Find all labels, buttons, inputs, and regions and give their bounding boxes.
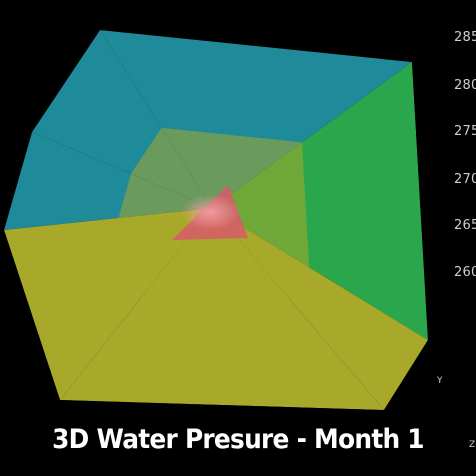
pressure-peak-glow xyxy=(180,194,240,230)
surface-facet-inner xyxy=(131,127,212,208)
z-tick-label: 275 xyxy=(454,124,476,139)
chart-title: 3D Water Presure - Month 1 xyxy=(52,424,424,455)
surface-facet xyxy=(212,62,428,340)
z-axis-letter: Z xyxy=(469,440,476,450)
z-tick-label: 260 xyxy=(454,265,476,280)
surface-facet-inner xyxy=(161,127,302,208)
z-tick-label: 270 xyxy=(454,172,476,187)
surface-mesh xyxy=(4,30,428,410)
z-tick-label: 265 xyxy=(454,218,476,233)
y-axis-letter: Y xyxy=(437,376,443,386)
surface-facet xyxy=(60,208,384,410)
z-tick-label: 285 xyxy=(454,30,476,45)
surface-facet-inner xyxy=(143,208,290,299)
surface-facet-inner xyxy=(212,142,310,268)
surface-facet xyxy=(100,30,412,208)
z-tick-label: 280 xyxy=(454,78,476,93)
